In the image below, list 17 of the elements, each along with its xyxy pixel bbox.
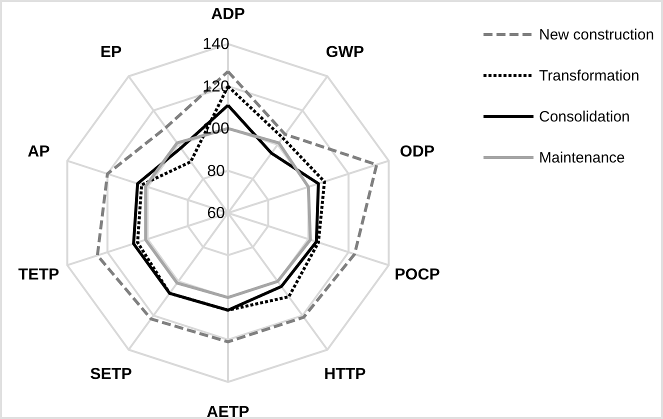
spoke-label: AETP bbox=[206, 404, 250, 419]
legend-label: Transformation bbox=[539, 68, 640, 84]
spoke-label: HTTP bbox=[324, 366, 366, 383]
y-tick-label: 60 bbox=[207, 205, 225, 222]
legend-label: Maintenance bbox=[539, 150, 625, 166]
y-tick-label: 140 bbox=[202, 36, 230, 53]
spoke-label: AP bbox=[28, 144, 50, 161]
legend-label: New construction bbox=[539, 26, 654, 44]
y-tick-label: 80 bbox=[207, 162, 225, 180]
spoke-label: TETP bbox=[18, 266, 60, 284]
spoke-label: ADP bbox=[211, 6, 246, 23]
spoke-label: SETP bbox=[90, 366, 132, 383]
spoke-label: POCP bbox=[394, 266, 440, 284]
spoke-label: EP bbox=[100, 44, 122, 62]
spoke-label: ODP bbox=[400, 144, 435, 161]
legend-label: Consolidation bbox=[539, 108, 630, 126]
spoke-label: GWP bbox=[326, 44, 364, 62]
